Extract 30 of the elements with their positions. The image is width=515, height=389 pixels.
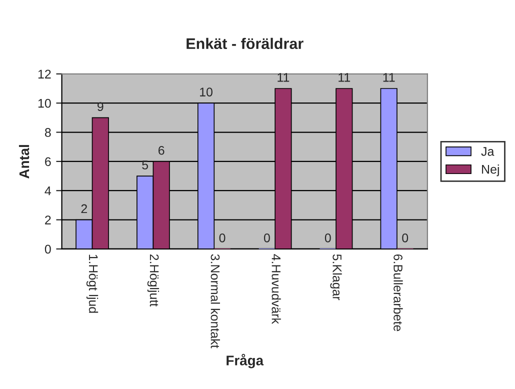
data-label: 0 bbox=[402, 233, 408, 242]
x-tick-label: 1.Högt ljud bbox=[86, 254, 98, 313]
data-label: 2 bbox=[81, 204, 87, 214]
data-label: 9 bbox=[98, 102, 104, 112]
y-tick-label: 2 bbox=[45, 216, 51, 224]
y-tick-label: 10 bbox=[38, 98, 51, 108]
data-label: 11 bbox=[383, 73, 395, 82]
x-tick-label: 3.Normal kontakt bbox=[210, 254, 220, 348]
y-tick-label: 12 bbox=[38, 70, 51, 78]
data-label: 5 bbox=[142, 160, 148, 170]
chart-title: Enkät - föräldrar bbox=[186, 38, 304, 50]
data-label: 11 bbox=[338, 73, 350, 82]
data-label: 6 bbox=[158, 146, 164, 155]
data-label: 0 bbox=[219, 233, 226, 242]
y-tick-label: 8 bbox=[44, 128, 51, 137]
y-tick-label: 6 bbox=[45, 157, 51, 166]
x-tick-label: 6.Bullerarbete bbox=[394, 254, 403, 332]
x-tick-label: 5.Klagar bbox=[330, 254, 342, 300]
data-label: 10 bbox=[200, 88, 212, 96]
y-tick-label: 4 bbox=[44, 186, 52, 196]
x-axis-title: Fråga bbox=[226, 354, 264, 368]
data-label: 0 bbox=[324, 233, 331, 242]
y-axis-title: Antal bbox=[18, 145, 30, 178]
legend-label: Ja bbox=[481, 147, 494, 156]
data-label: 0 bbox=[264, 233, 270, 242]
legend-label: Nej bbox=[482, 164, 499, 176]
x-tick-label: 4.Huvudvärk bbox=[272, 254, 281, 324]
x-tick-label: 2.Högljutt bbox=[147, 254, 160, 307]
data-label: 11 bbox=[278, 73, 290, 82]
y-tick-label: 0 bbox=[44, 244, 51, 254]
